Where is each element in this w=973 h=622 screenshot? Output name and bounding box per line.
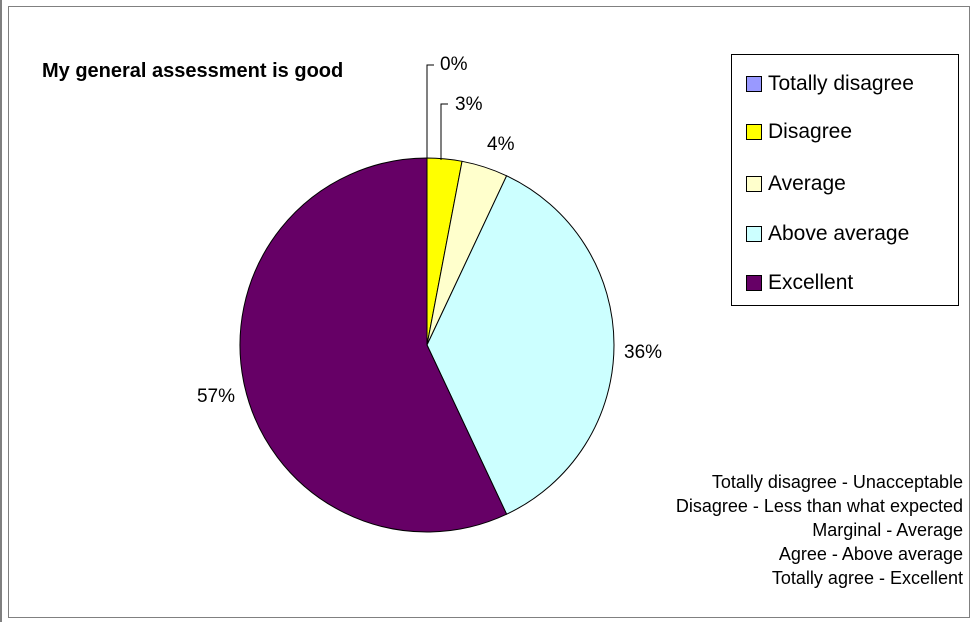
slice-label-excellent: 57% bbox=[197, 386, 235, 407]
legend-label: Average bbox=[768, 172, 846, 195]
pie-slice-excellent bbox=[239, 157, 508, 533]
slice-label-average: 4% bbox=[487, 134, 515, 155]
leader-line-disagree bbox=[440, 103, 448, 160]
pie-slices bbox=[239, 157, 615, 533]
legend-item-average: Average bbox=[746, 172, 846, 196]
legend-swatch bbox=[746, 124, 762, 140]
legend-item-disagree: Disagree bbox=[746, 120, 852, 144]
note-line: Marginal - Average bbox=[812, 520, 963, 540]
legend-item-excellent: Excellent bbox=[746, 271, 853, 295]
slice-label-disagree: 3% bbox=[455, 94, 483, 115]
legend-swatch bbox=[746, 275, 762, 291]
label-leader-lines bbox=[426, 64, 448, 160]
note-line: Disagree - Less than what expected bbox=[675, 496, 963, 516]
leader-line-totally-disagree bbox=[426, 64, 434, 158]
slice-label-totally-disagree: 0% bbox=[440, 54, 468, 75]
legend: Totally disagree Disagree Average Above … bbox=[731, 54, 959, 306]
slice-label-above-average: 36% bbox=[624, 342, 662, 363]
note-line: Totally disagree - Unacceptable bbox=[711, 472, 963, 492]
legend-item-totally-disagree: Totally disagree bbox=[746, 72, 914, 96]
legend-swatch bbox=[746, 76, 762, 92]
legend-item-above-average: Above average bbox=[746, 222, 909, 246]
chart-title: My general assessment is good bbox=[42, 60, 344, 82]
window-left-edge bbox=[0, 0, 2, 622]
pie-slice-above-average bbox=[426, 175, 615, 515]
note-line: Totally agree - Excellent bbox=[771, 568, 963, 588]
slice-labels: 0% 3%4% 36% 57% bbox=[197, 54, 662, 407]
legend-label: Disagree bbox=[768, 120, 853, 143]
legend-swatch bbox=[746, 176, 762, 192]
legend-label: Totally disagree bbox=[768, 72, 914, 95]
legend-label: Above average bbox=[768, 222, 910, 245]
scale-note: Totally disagree - Unacceptable Disagree… bbox=[676, 470, 963, 590]
note-line: Agree - Above average bbox=[778, 544, 963, 564]
legend-label: Excellent bbox=[768, 271, 854, 294]
legend-swatch bbox=[746, 226, 762, 242]
